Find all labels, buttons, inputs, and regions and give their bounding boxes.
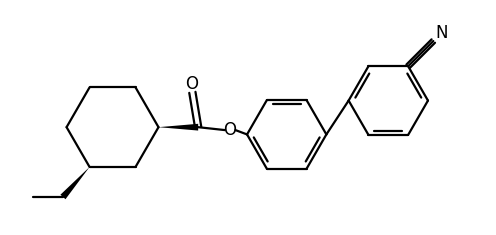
Polygon shape <box>61 167 90 199</box>
Text: O: O <box>223 121 236 139</box>
Text: O: O <box>185 75 198 93</box>
Polygon shape <box>159 124 198 131</box>
Text: N: N <box>436 24 448 42</box>
